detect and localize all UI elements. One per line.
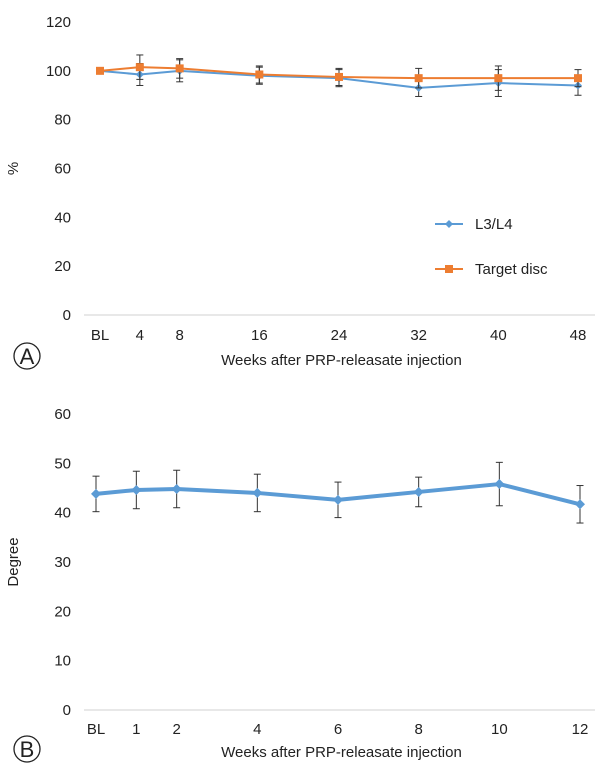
panel-b-x-tick-label: BL	[87, 721, 105, 738]
panel-b-series-1-line	[95, 482, 581, 507]
panel-b-y-tick-label: 20	[54, 603, 71, 620]
panel-b-x-tick-label: 10	[491, 721, 508, 738]
panel-a-x-tick-label: 16	[251, 327, 268, 344]
panel-b-series-1-point	[494, 479, 505, 490]
panel-a-series-2-point	[135, 63, 144, 72]
panel-b-y-tick-label: 10	[54, 653, 71, 670]
panel-a-series-2-point	[414, 74, 423, 83]
panel-a-x-tick-label: 32	[410, 327, 427, 344]
panel-a-y-tick-label: 120	[46, 14, 71, 31]
panel-a-x-tick-label: 40	[490, 327, 507, 344]
panel-b-series-1-point	[252, 487, 263, 498]
panel-b-x-axis-title: Weeks after PRP-releasate injection	[221, 744, 462, 761]
panel-a-series-2-point	[574, 74, 582, 83]
panel-b-y-tick-label: 0	[63, 702, 71, 719]
panel-a-y-tick-label: 20	[54, 258, 71, 275]
panel-a-series-1-line	[99, 69, 579, 89]
panel-a-letter-circle	[13, 342, 41, 370]
panel-b-y-tick-label: 40	[54, 505, 71, 522]
panel-a-y-tick-label: 60	[54, 161, 71, 178]
panel-b-series-1-point	[171, 483, 182, 494]
panel-b-x-tick-label: 2	[172, 721, 180, 738]
panel-a-series-2-point	[255, 70, 264, 79]
panel-b-y-tick-label: 30	[54, 554, 71, 571]
panel-b-x-tick-label: 12	[572, 721, 589, 738]
panel-a-y-tick-label: 40	[54, 209, 71, 226]
panel-a-x-tick-label: 4	[136, 327, 144, 344]
legend-2-label: Target disc	[475, 261, 548, 278]
panel-a-x-tick-label: BL	[91, 327, 109, 344]
panel-a-y-tick-label: 80	[54, 112, 71, 129]
panel-b-series-1-point	[131, 484, 142, 495]
panel-b-series-1-point	[575, 499, 585, 510]
panel-a-series-2-line	[99, 66, 578, 80]
panel-b-x-tick-label: 4	[253, 721, 261, 738]
panel-b-series-1-point	[91, 488, 101, 499]
panel-a-x-axis-title: Weeks after PRP-releasate injection	[221, 352, 462, 369]
panel-b-letter-circle	[13, 735, 41, 763]
panel-b-series-1-point	[413, 486, 424, 497]
panel-a-y-axis-title: %	[5, 162, 22, 175]
panel-a-letter: A	[20, 344, 35, 369]
panel-a-x-tick-label: 24	[331, 327, 348, 344]
legend-2-marker	[445, 265, 453, 273]
panel-b-x-tick-label: 6	[334, 721, 342, 738]
panel-b-letter: B	[20, 737, 35, 762]
panel-a-series-2-point	[175, 64, 184, 73]
legend-1-marker	[445, 220, 453, 228]
panel-a-y-tick-label: 0	[63, 307, 71, 324]
panel-a-x-tick-label: 48	[570, 327, 587, 344]
panel-b-y-tick-label: 60	[54, 406, 71, 423]
panel-b-y-axis-title: Degree	[5, 537, 22, 586]
panel-a-series-2-point	[494, 74, 503, 83]
panel-a-series-2-point	[335, 72, 343, 81]
panel-b-x-tick-label: 1	[132, 721, 140, 738]
panel-b-y-tick-label: 50	[54, 455, 71, 472]
legend-1-label: L3/L4	[475, 216, 513, 233]
panel-b-series-1-point	[333, 494, 343, 505]
panel-a-series-2-point	[96, 66, 104, 75]
panel-a-y-tick-label: 100	[46, 63, 71, 80]
panel-b-x-tick-label: 8	[414, 721, 422, 738]
panel-a-x-tick-label: 8	[175, 327, 183, 344]
